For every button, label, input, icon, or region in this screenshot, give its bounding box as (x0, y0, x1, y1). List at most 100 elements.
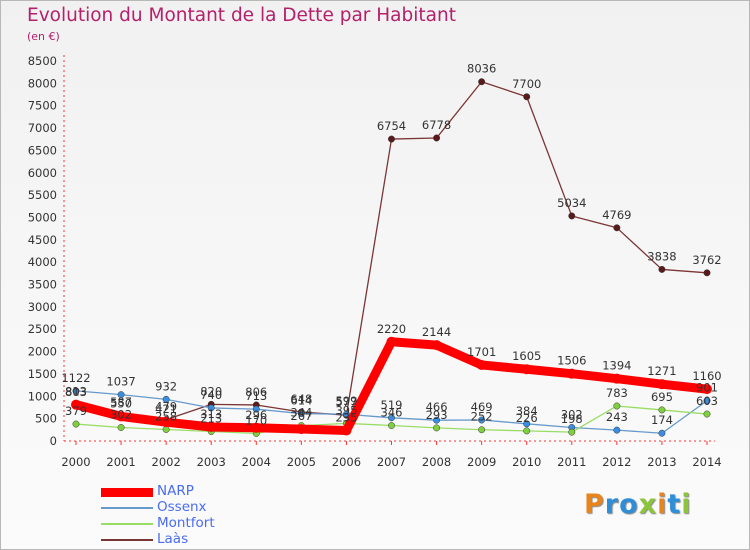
data-point (433, 424, 441, 432)
data-label: 5034 (557, 196, 586, 210)
data-point (207, 404, 215, 412)
legend-label: Laàs (157, 531, 189, 547)
y-tick-label: 4500 (28, 233, 57, 247)
data-label: 421 (155, 402, 177, 416)
x-tick-label: 2007 (377, 455, 406, 469)
data-label: 740 (200, 388, 222, 402)
y-tick-label: 4000 (28, 255, 57, 269)
data-label: 901 (696, 381, 718, 395)
data-label: 3838 (647, 249, 676, 263)
data-label: 7700 (512, 77, 541, 91)
data-point (611, 373, 622, 384)
data-point (478, 78, 486, 86)
x-tick-label: 2002 (152, 455, 181, 469)
data-point (613, 426, 621, 434)
y-tick-label: 3500 (28, 278, 57, 292)
data-label: 603 (696, 394, 718, 408)
data-label: 614 (290, 394, 312, 408)
x-tick-label: 2006 (332, 455, 361, 469)
data-label: 469 (471, 400, 493, 414)
data-label: 384 (516, 404, 538, 418)
data-point (341, 425, 352, 436)
data-label: 213 (200, 411, 222, 425)
data-label: 1701 (467, 345, 496, 359)
data-label: 479 (155, 400, 177, 414)
data-point (162, 426, 170, 433)
legend-swatch (101, 523, 153, 525)
data-point (703, 397, 711, 405)
x-tick-label: 2011 (557, 455, 586, 469)
y-tick-label: 8000 (28, 76, 57, 90)
data-label: 243 (606, 410, 628, 424)
legend: NARP Ossenx Montfort Laàs (101, 483, 321, 548)
logo-letter: r (604, 489, 620, 520)
y-tick-label: 0 (50, 434, 57, 448)
legend-label: NARP (157, 483, 194, 499)
data-point (521, 364, 532, 375)
logo-letter: x (638, 489, 658, 520)
data-point (523, 420, 531, 428)
legend-swatch (101, 539, 153, 541)
data-label: 783 (606, 386, 628, 400)
y-tick-label: 7000 (28, 121, 57, 135)
y-tick-label: 6500 (28, 143, 57, 157)
data-point (433, 416, 441, 424)
data-label: 6778 (422, 118, 451, 132)
x-tick-label: 2008 (422, 455, 451, 469)
data-label: 302 (561, 407, 583, 421)
series-lines (71, 78, 712, 437)
data-label: 599 (335, 394, 357, 408)
data-label: 1271 (647, 364, 676, 378)
legend-label: Ossenx (157, 499, 207, 515)
data-point (252, 405, 260, 413)
data-label: 1605 (512, 349, 541, 363)
data-point (297, 410, 305, 418)
logo-letter: t (667, 489, 682, 520)
data-label: 3762 (692, 253, 721, 267)
logo-letter: i (681, 489, 692, 520)
data-label: 1037 (106, 375, 135, 389)
x-tick-label: 2003 (197, 455, 226, 469)
y-tick-label: 5000 (28, 210, 57, 224)
data-point (386, 336, 397, 347)
data-label: 803 (65, 385, 87, 399)
data-point (116, 411, 127, 422)
x-tick-label: 2013 (647, 455, 676, 469)
data-point (658, 406, 666, 414)
data-point (703, 269, 711, 277)
data-point (703, 410, 711, 418)
data-point (71, 399, 81, 410)
data-label: 813 (65, 385, 87, 399)
legend-item-ossenx: Ossenx (101, 499, 321, 516)
data-point (388, 414, 395, 422)
y-tick-label: 5500 (28, 188, 57, 202)
y-tick-label: 2000 (28, 345, 57, 359)
data-label: 1122 (61, 371, 90, 385)
y-tick-label: 1500 (28, 367, 57, 381)
legend-swatch (101, 487, 153, 497)
unit-label: (en €) (27, 30, 60, 43)
logo-letter: P (584, 489, 605, 520)
data-label: 6754 (377, 119, 406, 133)
data-point (476, 359, 487, 370)
data-label: 170 (245, 413, 267, 427)
data-label: 296 (245, 408, 267, 422)
data-point (656, 379, 667, 390)
data-point (613, 402, 621, 410)
data-label: 820 (200, 384, 222, 398)
x-tick-label: 2012 (602, 455, 631, 469)
logo-letter: i (657, 489, 668, 520)
x-tick-label: 2004 (242, 455, 271, 469)
data-label: 302 (110, 407, 132, 421)
data-label: 1394 (602, 359, 631, 373)
x-tick-label: 2014 (692, 455, 721, 469)
data-point (568, 428, 576, 436)
data-label: 2144 (422, 325, 451, 339)
data-label: 252 (471, 410, 493, 424)
data-point (658, 265, 666, 273)
x-tick-label: 2001 (106, 455, 135, 469)
legend-item-narp: NARP (101, 483, 321, 500)
data-point (117, 424, 125, 431)
data-point (72, 420, 80, 428)
